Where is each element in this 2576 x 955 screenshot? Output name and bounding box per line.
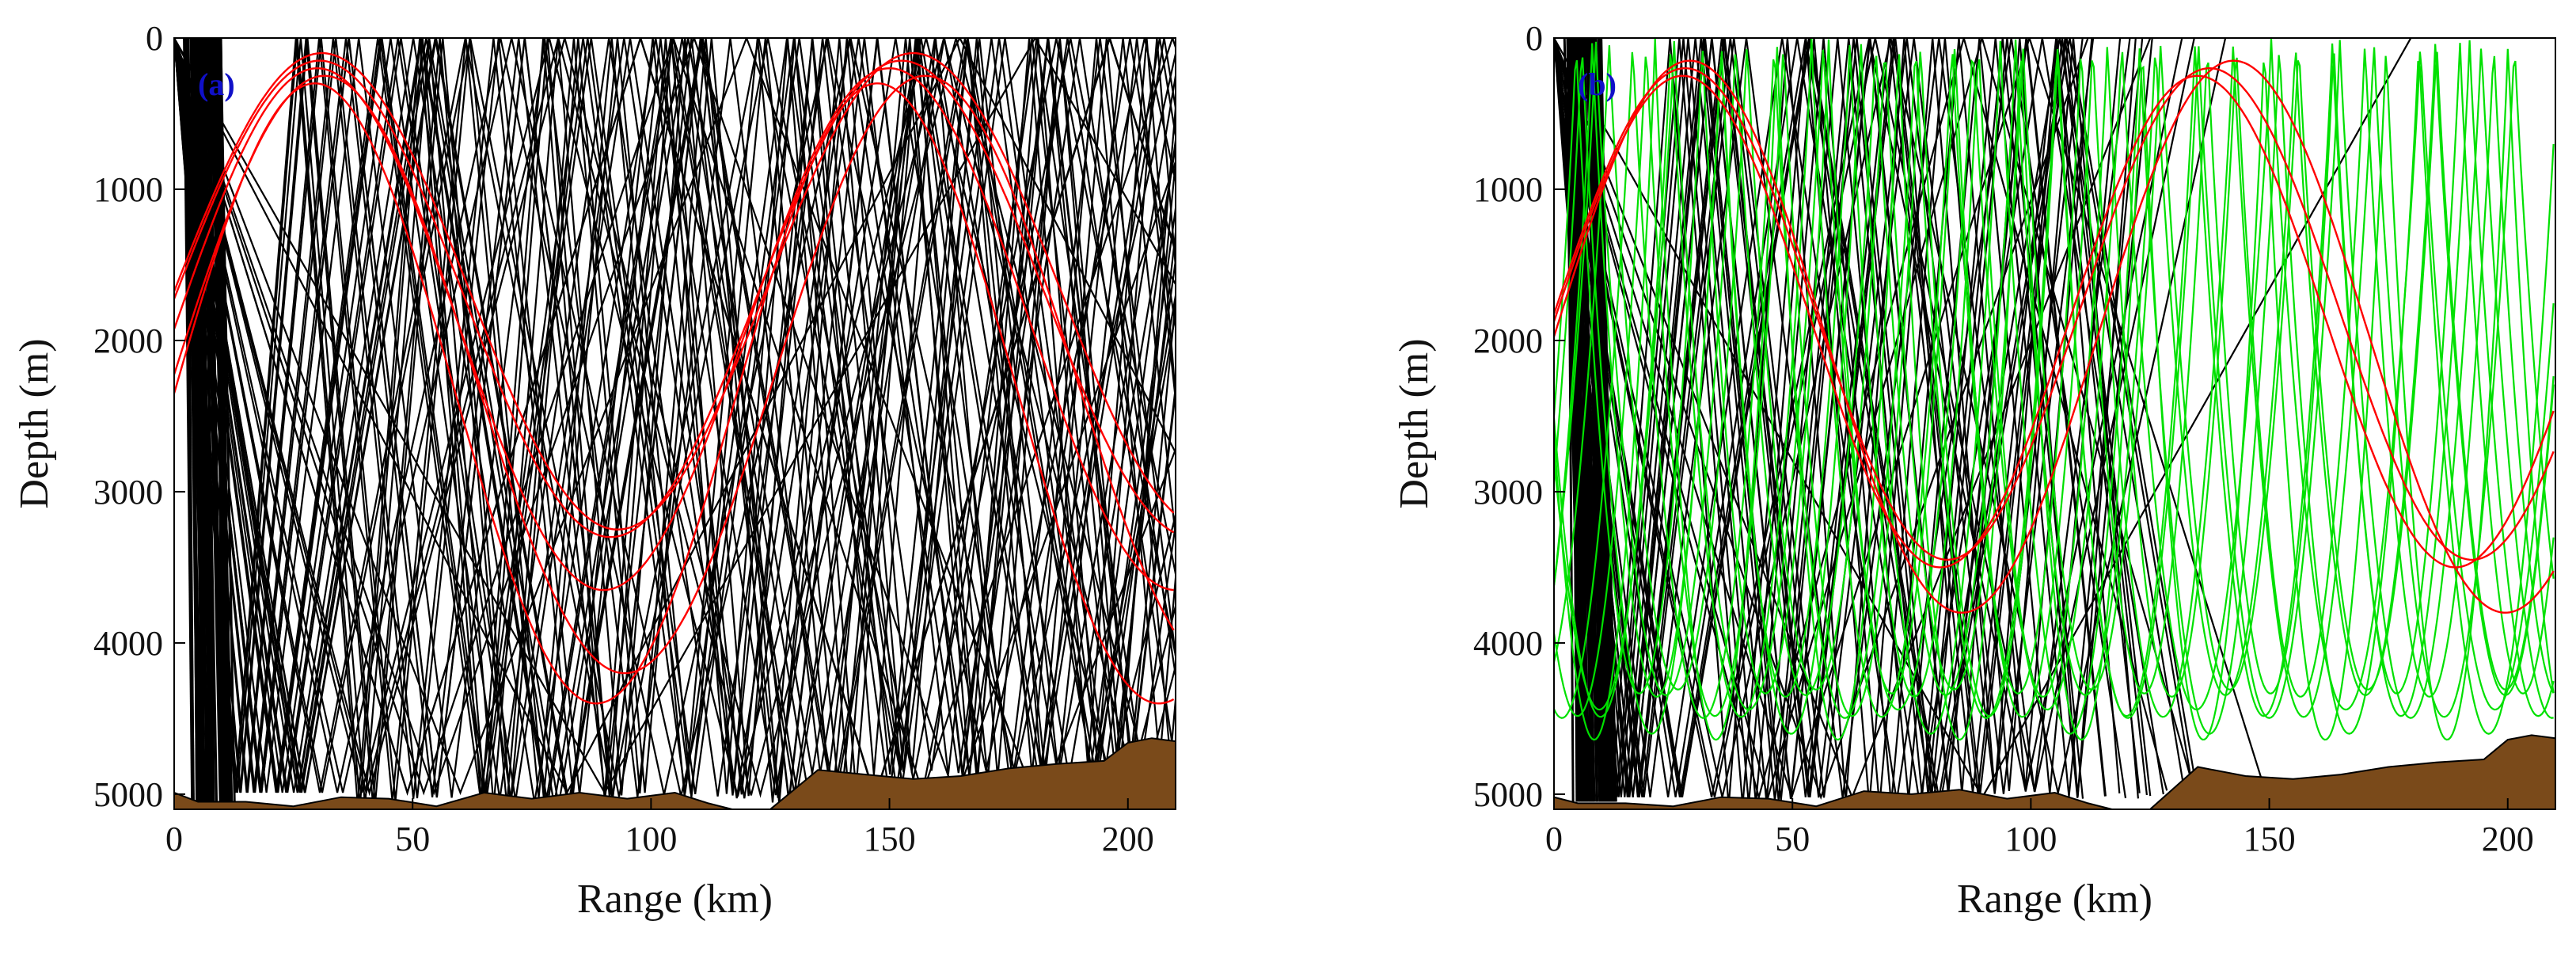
x-axis-label: Range (km) [577, 877, 773, 922]
axes-frame [173, 37, 1176, 810]
refracted-ray [174, 74, 1175, 675]
panel-label: (a) [198, 67, 235, 102]
bottom-ray [174, 38, 1176, 809]
bottom-ray [1554, 38, 2093, 805]
bottom-ray [1554, 38, 2122, 803]
panel-label: (b) [1578, 67, 1617, 102]
y-tick-label: 2000 [1473, 322, 1543, 360]
x-tick-label: 50 [1775, 820, 1810, 858]
bottom-ray [1554, 38, 2197, 801]
steep-ray [1598, 38, 1608, 802]
bottom-ray [1554, 38, 2187, 805]
bottom-ray [174, 38, 1176, 795]
bottom-ray [1554, 38, 2195, 797]
plot-area [1554, 38, 2555, 809]
bottom-ray [174, 38, 1176, 809]
refracted-ray [174, 82, 1175, 705]
bottom-ray [1554, 38, 2144, 801]
y-tick-label: 5000 [93, 775, 163, 814]
steep-ray [187, 38, 200, 802]
bottom-ray [174, 38, 1176, 801]
bottom-ray [1554, 38, 2127, 801]
bottom-ray [174, 38, 1176, 802]
bottom-ray [174, 38, 1176, 796]
y-tick-label: 3000 [1473, 473, 1543, 512]
y-tick-label: 5000 [1473, 775, 1543, 814]
surface-ray [1554, 45, 2555, 691]
x-axis-label: Range (km) [1957, 877, 2152, 922]
steep-ray [193, 38, 203, 802]
x-tick-label: 150 [864, 820, 916, 858]
axes-frame [1553, 37, 2556, 810]
surface-ray [1554, 38, 2555, 711]
bottom-ray [174, 38, 1176, 806]
refracted-ray [1554, 74, 2555, 569]
bottom-ray [1554, 38, 2084, 798]
steep-ray [183, 38, 194, 802]
y-tick-label: 0 [1525, 19, 1543, 58]
x-tick-label: 200 [2482, 820, 2534, 858]
refracted-ray [1554, 59, 2555, 614]
bottom-ray [174, 38, 1176, 800]
bottom-ray [174, 38, 1176, 799]
x-tick-label: 0 [165, 820, 183, 858]
steep-ray [219, 38, 227, 802]
bottom-ray [174, 38, 1176, 806]
bottom-ray [174, 38, 1176, 799]
surface-ray [1554, 40, 2555, 717]
refracted-ray [1554, 67, 2555, 561]
bottom-ray [1554, 38, 2183, 797]
bottom-ray [174, 38, 1176, 805]
bottom-ray [174, 38, 1176, 805]
y-tick-label: 1000 [93, 170, 163, 209]
y-tick-label: 2000 [93, 322, 163, 360]
bottom-ray [174, 38, 1176, 799]
surface-ray [1554, 40, 2555, 735]
surface-ray [1554, 38, 2555, 718]
x-tick-label: 100 [2004, 820, 2057, 858]
y-tick-label: 4000 [1473, 624, 1543, 663]
steep-ray [1582, 38, 1592, 802]
bottom-ray [174, 38, 1176, 805]
x-tick-label: 200 [1102, 820, 1154, 858]
steep-ray [193, 38, 215, 802]
y-tick-label: 3000 [93, 473, 163, 512]
y-tick-label: 1000 [1473, 170, 1543, 209]
plot-area [174, 38, 1176, 809]
y-axis-label: Depth (m) [12, 338, 57, 508]
y-axis-label: Depth (m) [1392, 338, 1437, 508]
seabed [174, 737, 1176, 809]
refracted-ray [174, 67, 1174, 592]
x-tick-label: 50 [395, 820, 430, 858]
bottom-ray [1554, 38, 2095, 798]
seabed [1554, 734, 2555, 809]
y-tick-label: 0 [146, 19, 163, 58]
surface-ray [1554, 39, 2555, 697]
steep-ray [205, 38, 226, 802]
x-tick-label: 0 [1545, 820, 1563, 858]
bottom-ray [174, 38, 1176, 801]
x-tick-label: 100 [625, 820, 677, 858]
refracted-ray [174, 59, 1175, 538]
refracted-ray [174, 51, 1175, 531]
bottom-ray [1554, 38, 2107, 800]
y-tick-label: 4000 [93, 624, 163, 663]
surface-ray [1554, 38, 2555, 741]
x-tick-label: 150 [2244, 820, 2296, 858]
bottom-ray [174, 38, 1176, 801]
steep-ray [1593, 38, 1602, 802]
